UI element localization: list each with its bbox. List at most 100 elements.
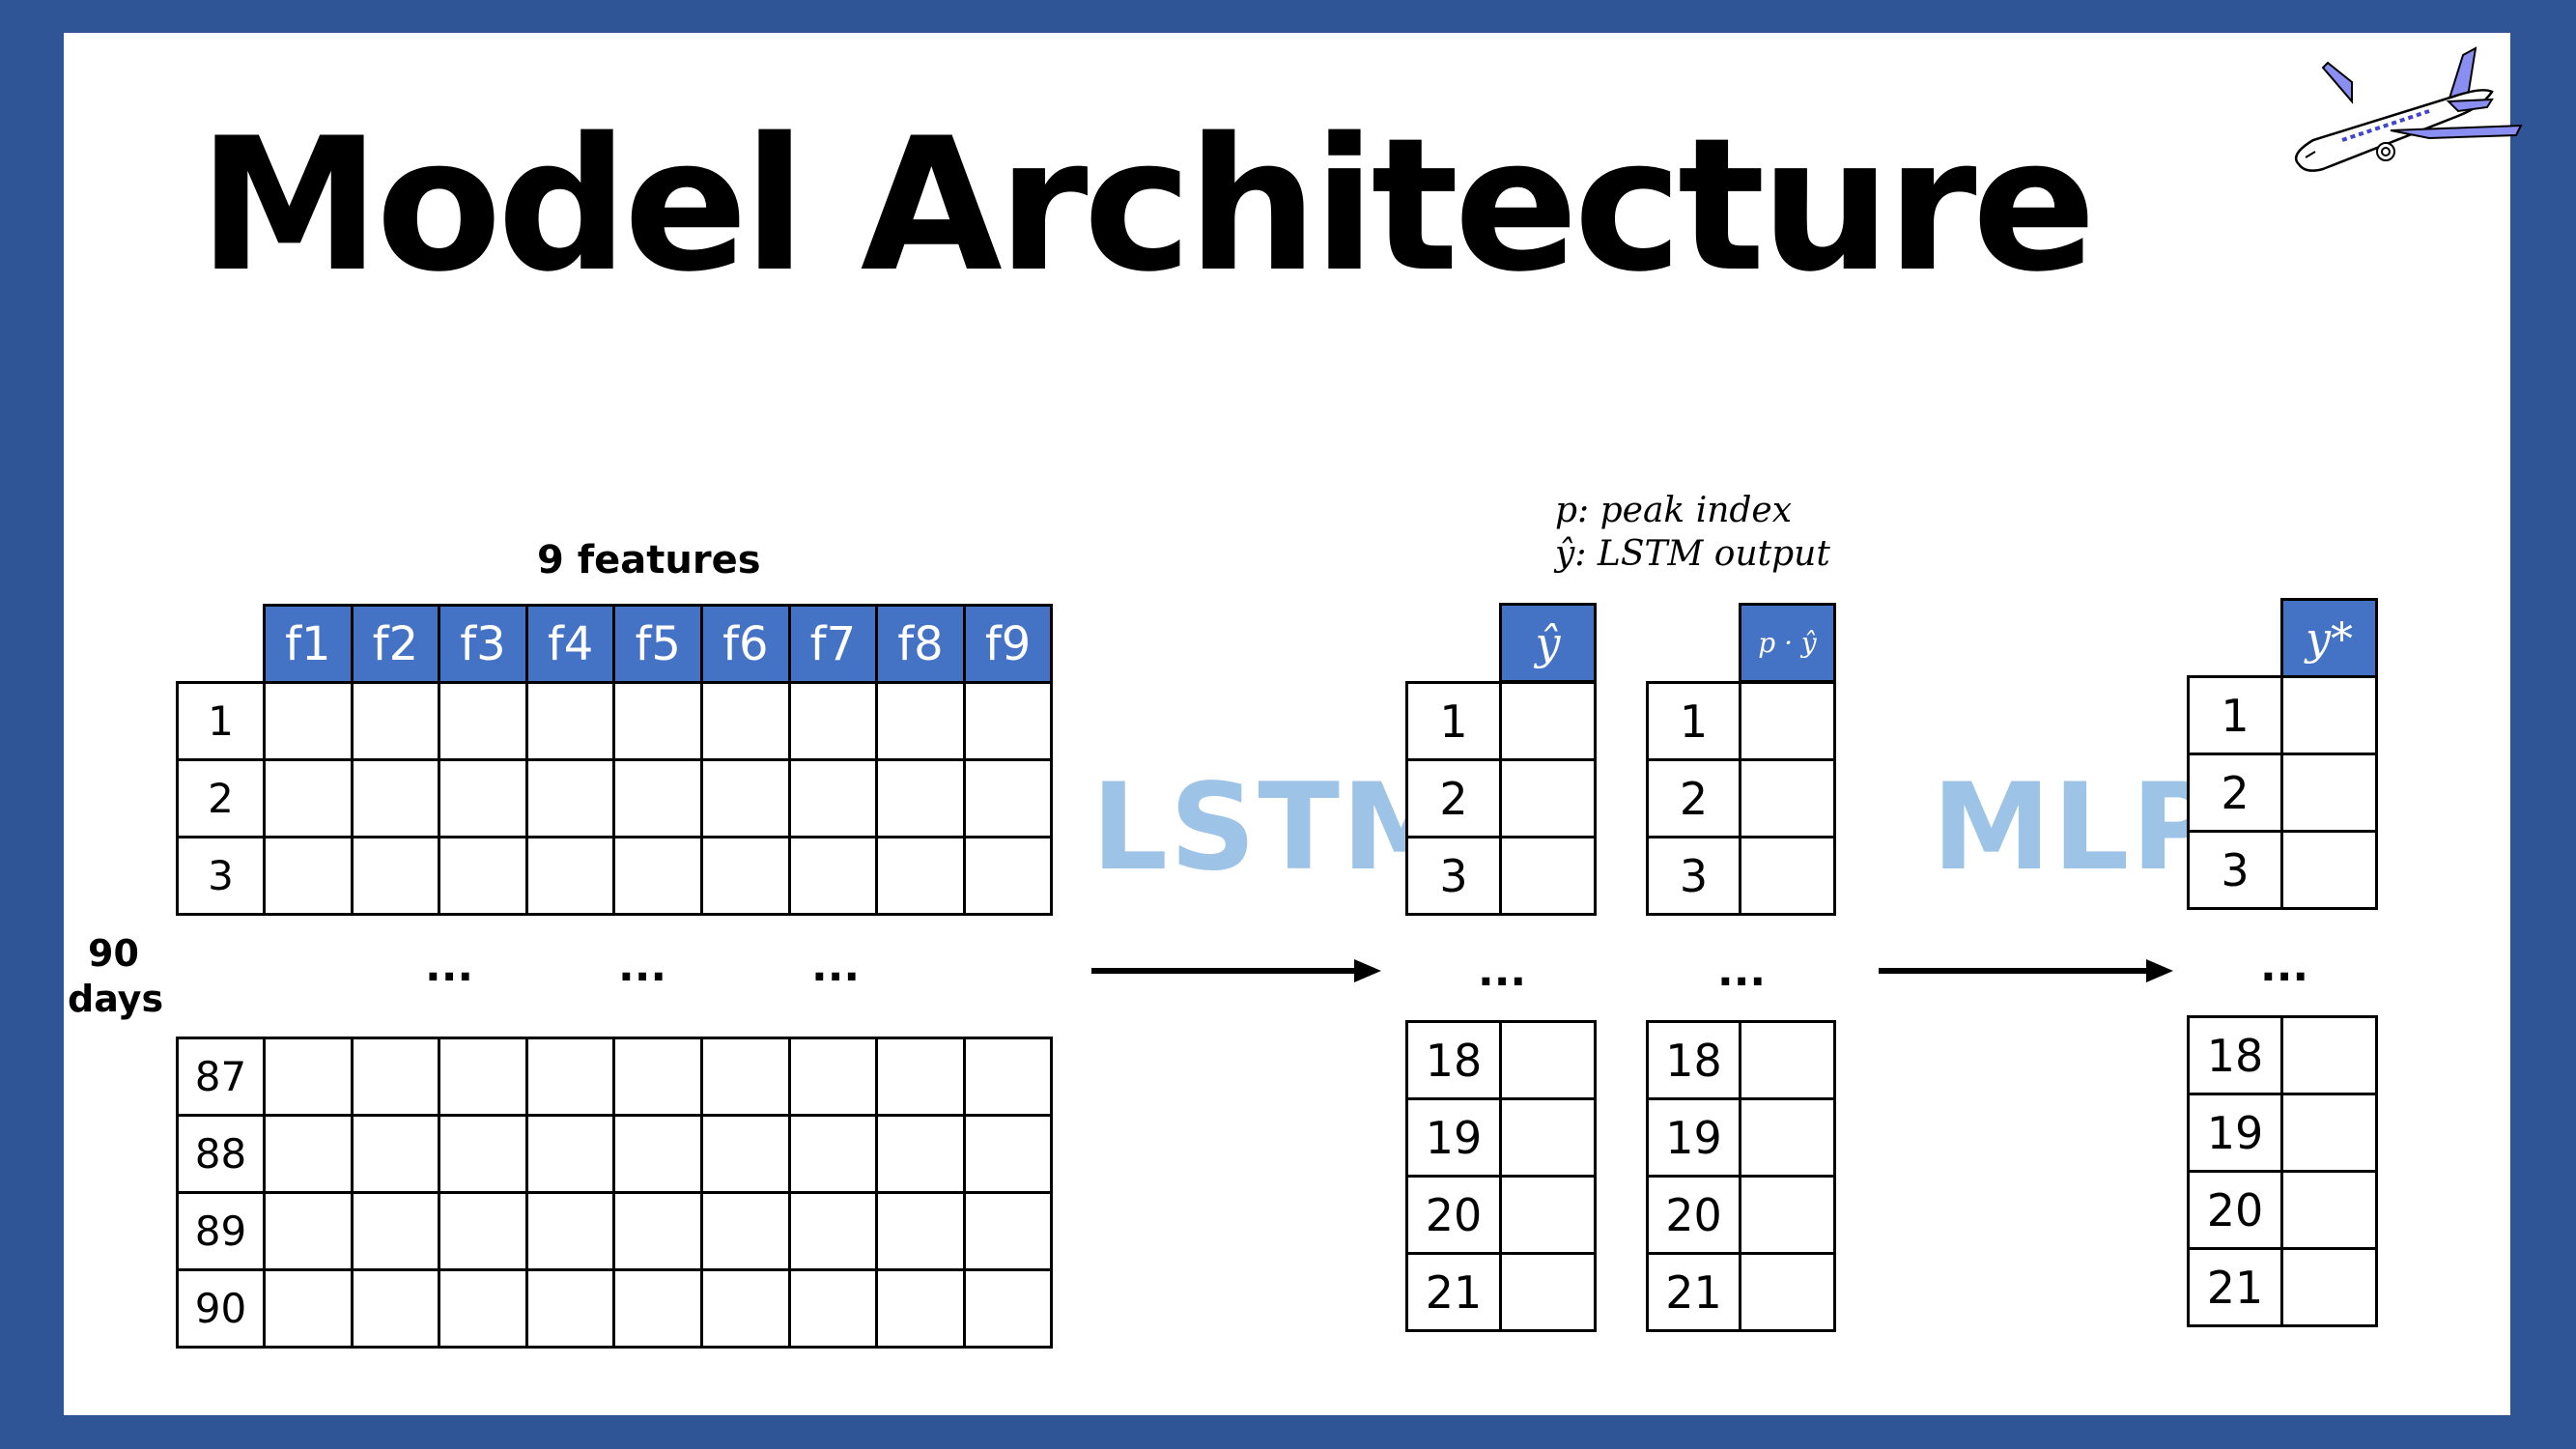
table-cell <box>524 681 616 761</box>
row-index-cell: 2 <box>176 758 266 838</box>
table-cell <box>962 1114 1054 1194</box>
table-cell <box>438 1037 528 1117</box>
table-cell <box>350 1191 441 1271</box>
table-cell <box>350 1268 441 1349</box>
table-cell <box>350 836 441 916</box>
feature-header-cell: f4 <box>524 604 616 684</box>
feature-header-cell: f5 <box>612 604 703 684</box>
row-index-cell: 18 <box>2187 1015 2283 1095</box>
table-cell <box>263 681 354 761</box>
table-cell <box>787 1037 879 1117</box>
table-cell <box>962 836 1054 916</box>
row-index-cell: 88 <box>176 1114 266 1194</box>
table-cell <box>700 1268 791 1349</box>
row-index-cell: 18 <box>1646 1020 1741 1100</box>
table-cell <box>524 836 616 916</box>
row-index-cell: 90 <box>176 1268 266 1349</box>
table-cell <box>1739 758 1836 838</box>
row-index-cell: 1 <box>2187 675 2283 755</box>
output-ellipsis: ... <box>1478 947 1527 996</box>
table-cell <box>1739 1020 1836 1100</box>
table-cell <box>524 758 616 838</box>
table-cell <box>2280 830 2378 910</box>
table-cell <box>787 1114 879 1194</box>
table-cell <box>1499 758 1597 838</box>
input-ellipsis: ... <box>811 942 861 991</box>
output-header-cell: p · ŷ <box>1739 603 1836 683</box>
legend-lstm-output: ŷ: LSTM output <box>1555 534 1830 574</box>
table-cell <box>612 836 703 916</box>
input-ellipsis: ... <box>618 942 667 991</box>
table-cell <box>962 1268 1054 1349</box>
table-cell <box>1499 1252 1597 1332</box>
row-index-cell: 21 <box>2187 1247 2283 1327</box>
table-cell <box>875 681 966 761</box>
table-cell <box>787 1191 879 1271</box>
row-index-cell: 18 <box>1405 1020 1502 1100</box>
table-cell <box>962 1037 1054 1117</box>
row-index-cell: 19 <box>1405 1097 1502 1178</box>
table-cell <box>612 1037 703 1117</box>
table-cell <box>263 758 354 838</box>
table-cell <box>1739 1175 1836 1255</box>
table-cell <box>875 1114 966 1194</box>
output-header-cell: ŷ <box>1499 603 1597 683</box>
row-index-cell: 2 <box>2187 753 2283 833</box>
table-cell <box>1739 681 1836 761</box>
table-cell <box>438 1114 528 1194</box>
table-cell <box>2280 1093 2378 1173</box>
table-cell <box>263 1191 354 1271</box>
table-cell <box>700 681 791 761</box>
features-caption: 9 features <box>537 538 761 582</box>
feature-header-cell: f2 <box>350 604 441 684</box>
row-index-cell: 1 <box>176 681 266 761</box>
slide-title: Model Architecture <box>198 99 2096 312</box>
table-cell <box>962 1191 1054 1271</box>
table-cell <box>962 681 1054 761</box>
table-cell <box>700 758 791 838</box>
row-index-cell: 21 <box>1646 1252 1741 1332</box>
table-cell <box>787 758 879 838</box>
table-cell <box>263 1114 354 1194</box>
table-cell <box>2280 1247 2378 1327</box>
arrow-right-icon <box>1879 959 2173 982</box>
table-cell <box>438 681 528 761</box>
table-cell <box>350 1114 441 1194</box>
table-cell <box>875 1037 966 1117</box>
table-cell <box>524 1037 616 1117</box>
table-cell <box>1499 1020 1597 1100</box>
row-index-cell: 19 <box>2187 1093 2283 1173</box>
table-cell <box>875 1191 966 1271</box>
table-cell <box>524 1191 616 1271</box>
days-label-line1: 90 <box>88 932 139 975</box>
table-cell <box>612 758 703 838</box>
row-index-cell: 2 <box>1405 758 1502 838</box>
table-cell <box>700 1037 791 1117</box>
table-cell <box>350 681 441 761</box>
table-cell <box>875 1268 966 1349</box>
table-cell <box>612 1191 703 1271</box>
table-cell <box>1739 1097 1836 1178</box>
table-cell <box>438 836 528 916</box>
table-cell <box>612 1268 703 1349</box>
table-cell <box>2280 675 2378 755</box>
table-cell <box>700 1191 791 1271</box>
row-index-cell: 20 <box>1646 1175 1741 1255</box>
table-cell <box>962 758 1054 838</box>
table-cell <box>612 681 703 761</box>
table-cell <box>350 758 441 838</box>
table-cell <box>2280 1170 2378 1250</box>
table-cell <box>2280 753 2378 833</box>
table-cell <box>524 1268 616 1349</box>
table-cell <box>1499 1097 1597 1178</box>
table-cell <box>1499 681 1597 761</box>
row-index-cell: 1 <box>1646 681 1741 761</box>
row-index-cell: 20 <box>2187 1170 2283 1250</box>
table-cell <box>263 1268 354 1349</box>
table-cell <box>1739 836 1836 916</box>
row-index-cell: 3 <box>1646 836 1741 916</box>
table-cell <box>350 1037 441 1117</box>
arrow-right-icon <box>1091 959 1381 982</box>
table-cell <box>263 1037 354 1117</box>
feature-header-cell: f6 <box>700 604 791 684</box>
